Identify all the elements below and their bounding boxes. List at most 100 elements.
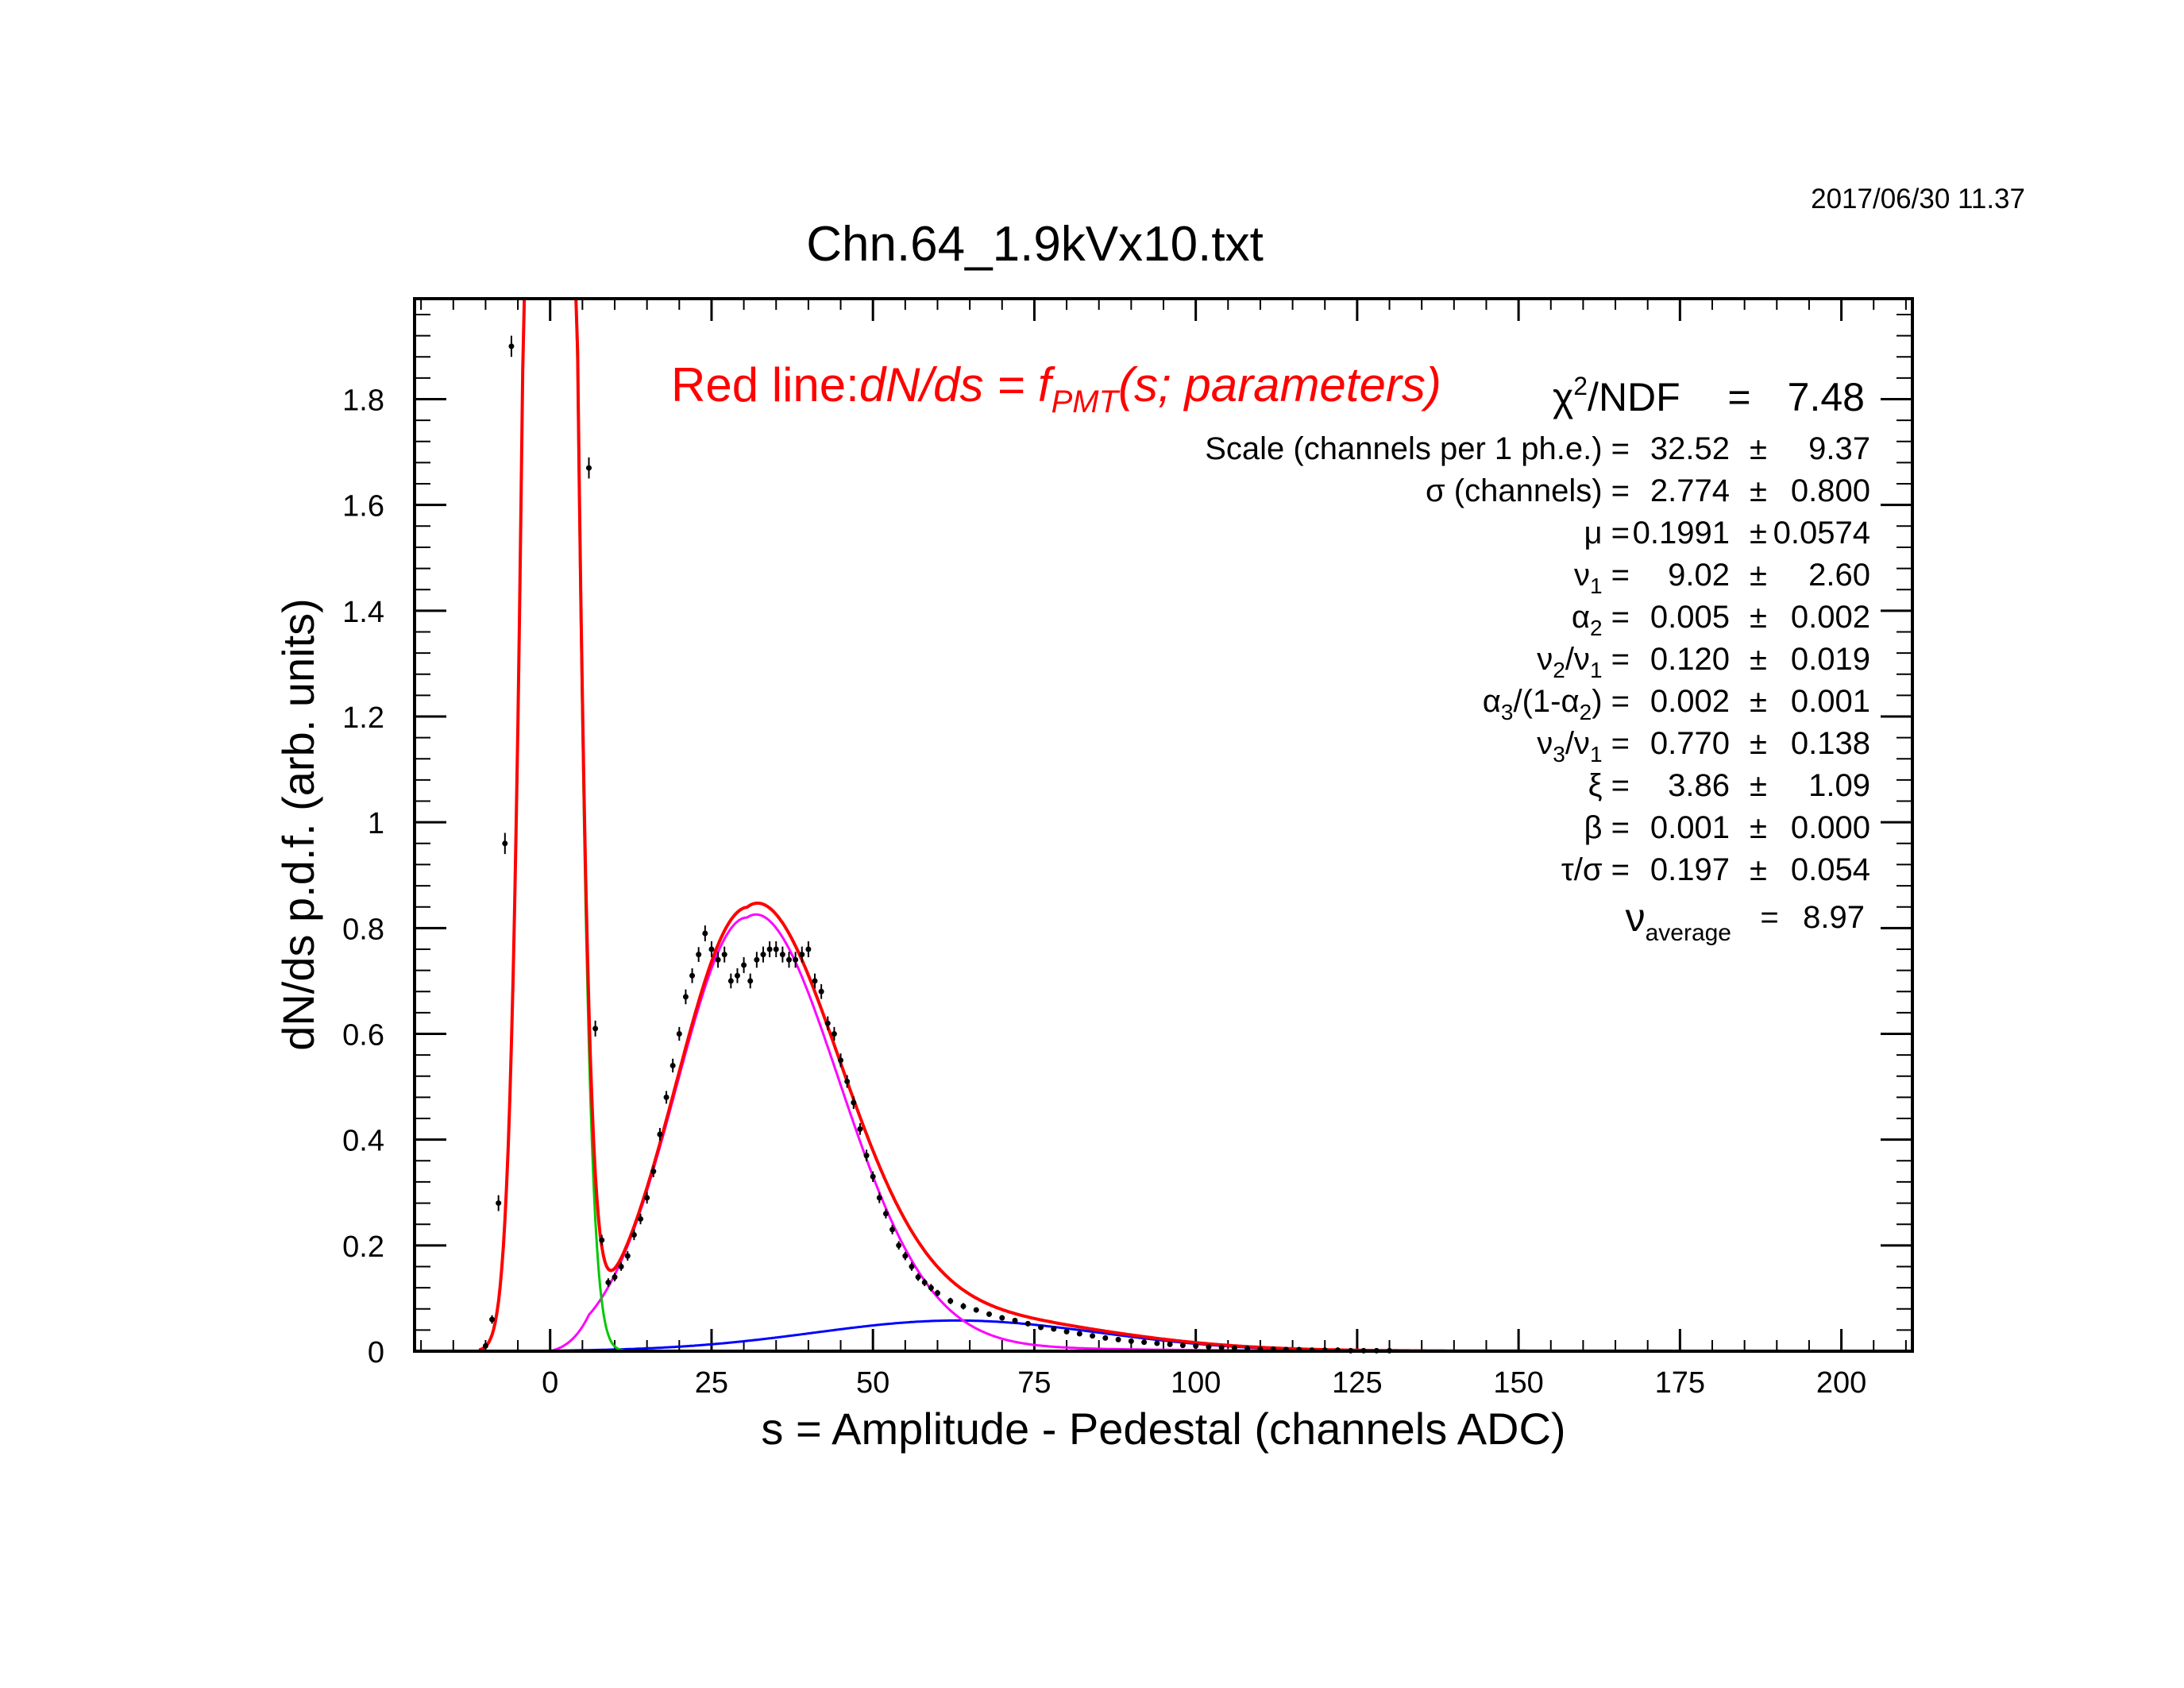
data-point — [999, 1315, 1005, 1321]
fit-param-value: 0.1991 — [1633, 516, 1730, 550]
fit-param-name: ν2/ν1 = — [1537, 642, 1630, 682]
chart-title: Chn.64_1.9kVx10.txt — [806, 217, 1264, 272]
y-tick-label: 1.2 — [342, 701, 384, 735]
fit-param-name: β = — [1584, 810, 1630, 845]
fit-param-name: σ (channels) = — [1426, 473, 1630, 508]
data-point — [696, 952, 702, 958]
data-point — [676, 1031, 682, 1037]
fit-param-name: μ = — [1584, 516, 1630, 550]
data-point — [818, 988, 824, 995]
data-point — [1051, 1326, 1057, 1332]
chi2-sup: 2 — [1573, 372, 1588, 400]
fit-param-name: ξ = — [1588, 768, 1630, 803]
nu-average-value: 8.97 — [1803, 900, 1865, 935]
x-tick-label: 200 — [1816, 1366, 1866, 1400]
nu-average-symbol: ν — [1626, 895, 1646, 940]
fit-param-name: ν1 = — [1574, 558, 1630, 598]
chi2-ndf: /NDF — [1588, 375, 1680, 419]
y-tick-label: 1.8 — [342, 384, 384, 418]
y-tick-label: 0 — [368, 1336, 384, 1369]
data-point — [1038, 1324, 1044, 1331]
data-point — [766, 946, 773, 952]
fit-param-name: τ/σ = — [1561, 852, 1630, 887]
fit-param-tail: ) = — [1592, 684, 1630, 719]
data-point — [760, 952, 766, 958]
data-point — [1167, 1341, 1173, 1347]
fit-param-error: 0.800 — [1791, 473, 1870, 508]
fit-param-pm: ± — [1750, 852, 1767, 887]
fit-param-mid: /(1-α — [1514, 684, 1580, 719]
fit-param-error: 2.60 — [1808, 558, 1870, 593]
fit-param-value: 0.001 — [1650, 810, 1730, 845]
fit-param-value: 2.774 — [1650, 473, 1730, 508]
legend-eq-sub: PMT — [1051, 384, 1121, 419]
data-point — [831, 1031, 837, 1037]
fit-param-error: 0.019 — [1791, 642, 1870, 677]
fit-param-error: 0.054 — [1791, 852, 1870, 887]
fit-param-sub2: 2 — [1580, 700, 1592, 724]
chi2-eq: = — [1727, 375, 1750, 419]
fit-param-pm: ± — [1750, 600, 1767, 635]
fit-param-name: α3/(1-α2) = — [1483, 684, 1630, 724]
fit-param-pm: ± — [1750, 642, 1767, 677]
data-point — [669, 1062, 676, 1068]
data-point — [915, 1274, 921, 1280]
data-point — [1231, 1345, 1237, 1351]
data-point — [605, 1279, 612, 1285]
fit-param-error: 9.37 — [1808, 431, 1870, 466]
y-tick-label: 1.4 — [342, 596, 384, 629]
fit-param-name: μ = — [1584, 516, 1630, 550]
legend-title: Red line:dN/ds = fPMT(s; parameters) — [671, 358, 1441, 419]
data-point — [727, 978, 734, 984]
data-point — [973, 1307, 979, 1313]
data-point — [585, 465, 592, 471]
data-point — [986, 1311, 993, 1317]
data-point — [612, 1274, 618, 1280]
data-point — [689, 972, 696, 979]
fit-param-name: τ/σ = — [1561, 852, 1630, 887]
data-point — [508, 343, 515, 350]
data-point — [644, 1195, 650, 1201]
fit-param-error: 1.09 — [1808, 768, 1870, 803]
data-point — [715, 956, 721, 963]
datestamp: 2017/06/30 11.37 — [1811, 183, 2025, 214]
axes: 0 25 50 75 100 125 150 175 200 0 0.2 0.4 0.6 0.8 1 1.2 1… — [342, 299, 1912, 1400]
data-point — [812, 978, 818, 984]
x-axis-title: s = Amplitude - Pedestal (channels ADC) — [761, 1404, 1565, 1454]
data-point — [793, 956, 799, 963]
data-point — [502, 840, 508, 847]
data-point — [1218, 1344, 1225, 1350]
fit-param-sub2: 1 — [1590, 658, 1603, 682]
data-point — [1102, 1335, 1109, 1341]
fit-param-pm: ± — [1750, 726, 1767, 761]
data-point — [638, 1216, 644, 1223]
fit-param-value: 0.120 — [1650, 642, 1730, 677]
data-point — [702, 930, 708, 937]
data-point — [721, 952, 727, 958]
fit-param-name: α — [1483, 684, 1501, 719]
data-point — [779, 952, 785, 958]
data-point — [1012, 1317, 1018, 1323]
data-point — [1193, 1342, 1199, 1349]
fit-param-pm: ± — [1750, 768, 1767, 803]
fit-param-pm: ± — [1750, 516, 1767, 550]
data-point — [624, 1253, 631, 1259]
x-tick-label: 100 — [1171, 1366, 1221, 1400]
data-point — [747, 978, 754, 984]
y-tick-label: 0.4 — [342, 1125, 384, 1158]
fit-param-name: σ (channels) = — [1426, 473, 1630, 508]
data-point — [708, 946, 715, 952]
data-point — [909, 1263, 915, 1269]
data-point — [824, 1020, 831, 1026]
legend-plain: Red line: — [671, 358, 859, 411]
data-point — [1115, 1336, 1121, 1342]
nu-average-eq: = — [1760, 900, 1778, 935]
data-point — [773, 946, 779, 952]
fit-param-error: 0.000 — [1791, 810, 1870, 845]
one-pe-curve — [479, 913, 1906, 1353]
data-point — [857, 1126, 863, 1132]
x-tick-label: 150 — [1493, 1366, 1543, 1400]
data-point — [682, 994, 689, 1000]
data-point — [489, 1316, 496, 1323]
data-point — [934, 1290, 940, 1296]
